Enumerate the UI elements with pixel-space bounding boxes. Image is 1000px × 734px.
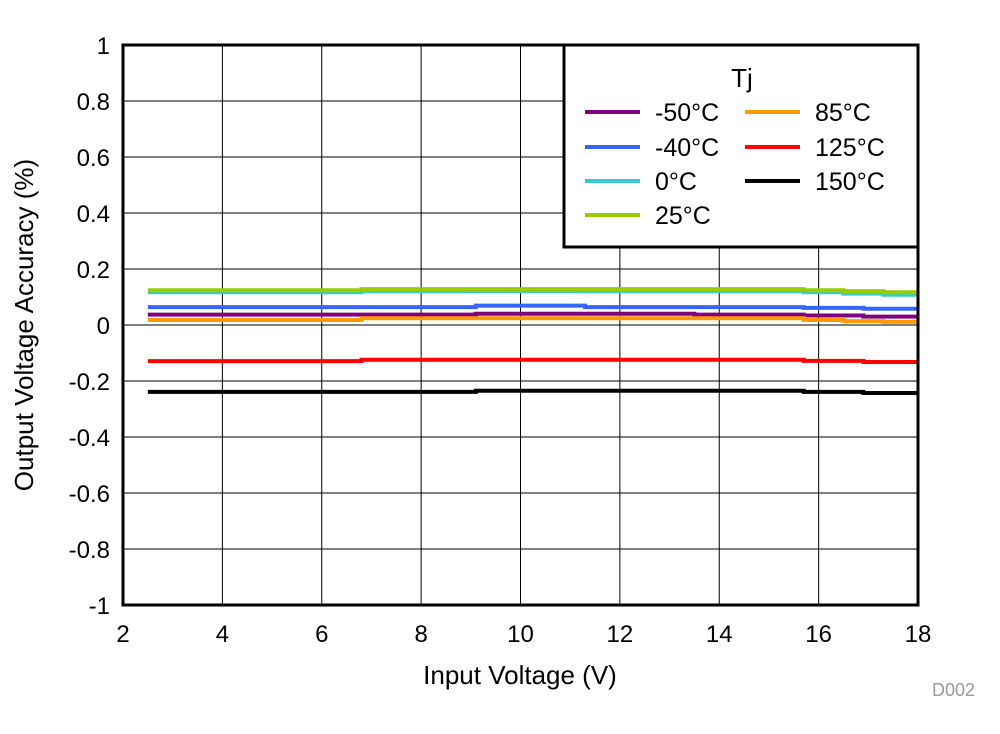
legend-item: 125°C [745,134,885,162]
y-tick-label: 0.6 [77,145,110,172]
legend-title: Tj [731,63,753,93]
legend-label: 150°C [815,168,885,196]
figure-id: D002 [932,680,975,700]
legend-item: 0°C [585,168,697,196]
y-tick-label: -0.2 [69,369,110,396]
x-tick-label: 18 [905,621,932,648]
x-tick-label: 14 [706,621,733,648]
series-line-125C [147,357,918,364]
series-line-25C [147,287,918,295]
x-axis-label: Input Voltage (V) [423,660,617,690]
y-tick-label: -0.6 [69,481,110,508]
y-tick-label: -1 [89,593,110,620]
y-tick-labels: 1 0.8 0.6 0.4 0.2 0 -0.2 -0.4 -0.6 -0.8 -1 [69,33,110,620]
x-tick-label: 4 [216,621,229,648]
x-tick-label: 2 [116,621,129,648]
y-tick-label: 0 [97,313,110,340]
legend: Tj -50°C -40°C 0°C 25°C 85°C 125°C 150°C [562,43,920,249]
x-tick-label: 16 [805,621,832,648]
legend-item: 25°C [585,202,711,230]
legend-item: 150°C [745,168,885,196]
y-tick-label: 0.8 [77,89,110,116]
series-line-150C [147,388,918,396]
legend-item: 85°C [745,99,871,127]
plot-frame [121,43,920,607]
legend-item: -50°C [585,99,719,127]
legend-label: -50°C [655,99,719,127]
series-line--40C [147,303,918,311]
legend-label: 25°C [655,202,711,230]
legend-label: 125°C [815,134,885,162]
series-line--50C [147,311,918,319]
series-lines [147,287,918,396]
legend-label: -40°C [655,134,719,162]
y-tick-label: 1 [97,33,110,60]
y-tick-label: -0.4 [69,425,110,452]
x-tick-label: 6 [315,621,328,648]
series-line-85C [147,316,918,324]
x-tick-label: 10 [507,621,534,648]
legend-label: 85°C [815,99,871,127]
y-tick-label: 0.2 [77,257,110,284]
legend-item: -40°C [585,134,719,162]
legend-label: 0°C [655,168,697,196]
x-tick-labels: 2 4 6 8 10 12 14 16 18 [116,621,931,648]
x-tick-label: 8 [414,621,427,648]
y-tick-label: 0.4 [77,201,110,228]
y-tick-label: -0.8 [69,537,110,564]
x-tick-label: 12 [607,621,634,648]
y-axis-label: Output Voltage Accuracy (%) [9,159,39,491]
